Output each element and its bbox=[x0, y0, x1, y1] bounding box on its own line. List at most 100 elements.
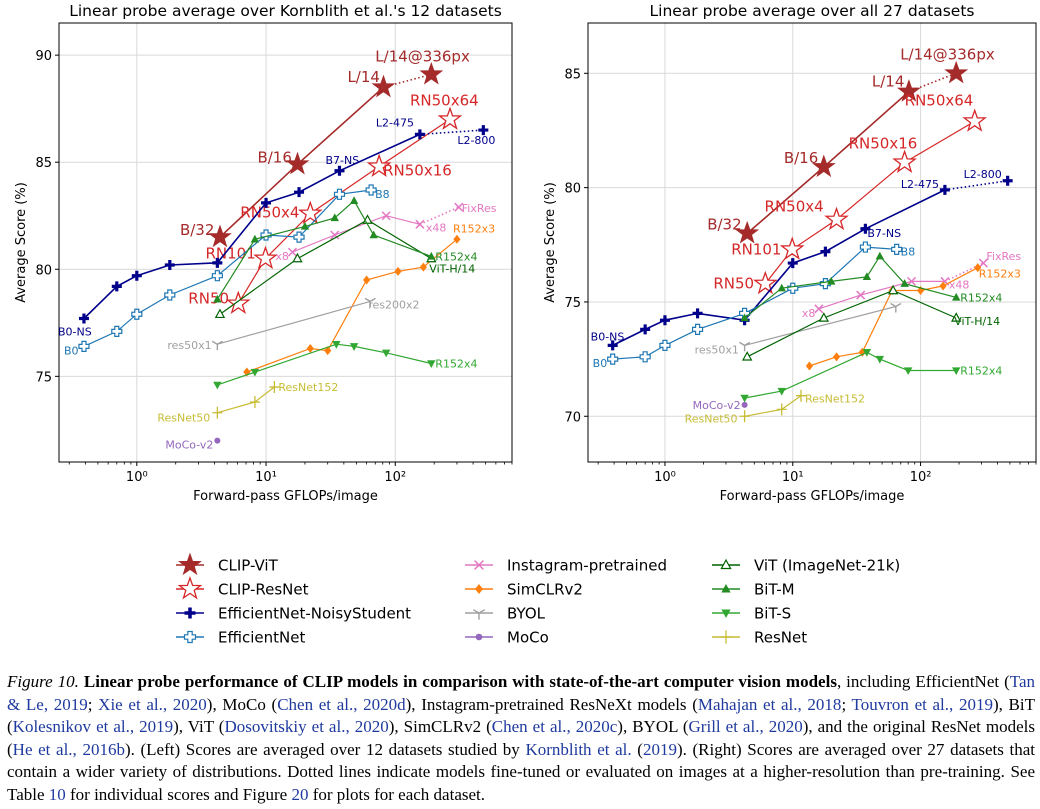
caption-citation[interactable]: 20 bbox=[291, 784, 309, 804]
caption-citation[interactable]: 2019 bbox=[642, 739, 677, 759]
marker-plus-open bbox=[293, 231, 305, 243]
legend-label: BiT-M bbox=[754, 581, 795, 599]
caption-citation[interactable]: Kornblith et al. bbox=[525, 739, 632, 759]
caption-text: ; bbox=[841, 694, 852, 714]
marker-tri bbox=[472, 609, 486, 620]
marker-x bbox=[474, 560, 484, 570]
legend-item-moco: MoCo bbox=[465, 629, 549, 647]
figure-canvas: 75 80 85 90 10⁰ 10¹ 10² Linear probe average ov… bbox=[14, 2, 1037, 647]
marker-tri-down bbox=[740, 394, 749, 403]
legend-label: EfficientNet-NoisyStudent bbox=[218, 605, 411, 623]
legend-label: EfficientNet bbox=[218, 629, 305, 647]
series-moco: MoCo-v2 bbox=[165, 437, 221, 452]
y-tick-label: 85 bbox=[564, 67, 581, 82]
marker-star-open bbox=[225, 290, 251, 315]
marker-vline bbox=[776, 403, 787, 416]
marker-diamond bbox=[324, 346, 332, 356]
x-tick-label: 10⁰ bbox=[654, 470, 676, 485]
marker-star-open bbox=[297, 200, 323, 225]
caption-citation[interactable]: Dosovitskiy et al., 2020 bbox=[224, 717, 389, 736]
caption-citation[interactable]: He et al., 2016b bbox=[12, 739, 125, 759]
data-label: RN50x16 bbox=[383, 161, 452, 179]
data-label: B0 bbox=[64, 344, 79, 357]
caption-text: ; bbox=[87, 694, 99, 714]
caption-citation[interactable]: Chen et al., 2020d bbox=[277, 694, 406, 714]
marker-plus bbox=[164, 259, 175, 270]
marker-diamond bbox=[453, 234, 461, 244]
chart-panel-left: 75 80 85 90 10⁰ 10¹ 10² Linear probe average ov… bbox=[14, 2, 513, 504]
marker-tri-down bbox=[875, 355, 885, 364]
caption-citation[interactable]: Touvron et al., 2019 bbox=[851, 694, 993, 714]
marker-x bbox=[978, 258, 988, 268]
data-label: RN50x4 bbox=[765, 198, 824, 216]
marker-vline bbox=[269, 381, 280, 394]
marker-star bbox=[811, 154, 836, 178]
legend-item-bitm: BiT-M bbox=[712, 581, 795, 599]
x-axis-label: Forward-pass GFLOPs/image bbox=[720, 489, 905, 504]
caption-text: ), SimCLRv2 ( bbox=[388, 717, 492, 736]
marker-tri-up bbox=[740, 313, 749, 322]
marker-plus bbox=[261, 197, 272, 208]
marker-tri-up bbox=[300, 221, 310, 230]
marker-star-open bbox=[962, 108, 987, 132]
marker-plus-open bbox=[607, 353, 619, 365]
data-label: FixRes bbox=[986, 250, 1021, 263]
marker-plus-open bbox=[183, 630, 197, 644]
legend-item-byol: BYOL bbox=[465, 605, 546, 623]
plot-frame bbox=[58, 22, 513, 463]
marker-star-open bbox=[177, 576, 203, 600]
marker-tri-up bbox=[349, 196, 359, 204]
series-byol: res50x1 bbox=[695, 302, 902, 356]
marker-x bbox=[415, 219, 425, 229]
series-effnet_ns: B0-NS B7-NS L2-475 L2-800 bbox=[591, 168, 1013, 351]
marker-circle bbox=[475, 633, 483, 641]
marker-tri-down bbox=[903, 367, 913, 376]
series-dotted-line bbox=[944, 179, 1008, 191]
data-label: ResNet50 bbox=[157, 412, 210, 425]
marker-tri-up-open bbox=[887, 284, 899, 295]
data-label: RN101 bbox=[731, 240, 781, 258]
series-dotted-line bbox=[419, 206, 460, 226]
data-label: FixRes bbox=[462, 202, 497, 215]
marker-tri bbox=[211, 340, 223, 351]
data-label: res50x1 bbox=[695, 343, 739, 356]
caption-citation[interactable]: Mahajan et al., 2018 bbox=[697, 694, 842, 714]
series-moco: MoCo-v2 bbox=[693, 399, 748, 412]
marker-plus bbox=[184, 607, 196, 619]
legend-item-resnet: ResNet bbox=[712, 629, 807, 647]
caption-citation[interactable]: Chen et al., 2020c bbox=[491, 717, 618, 736]
x-tick-label: 10¹ bbox=[782, 470, 804, 485]
marker-plus bbox=[334, 165, 345, 176]
x-tick-label: 10¹ bbox=[255, 470, 277, 485]
series-byol: res50x1 res200x2 bbox=[167, 297, 420, 352]
caption-text: ). (Left) Scores are averaged over 12 da… bbox=[124, 739, 526, 759]
caption-citation[interactable]: Tan & Le, 2019 bbox=[7, 672, 1035, 714]
marker-tri-up bbox=[900, 279, 909, 287]
legend-label: BiT-S bbox=[754, 605, 791, 623]
marker-x bbox=[287, 247, 297, 257]
data-label: RN50 bbox=[188, 290, 229, 308]
marker-plus-open bbox=[365, 184, 377, 196]
caption-citation[interactable]: Grill et al., 2020 bbox=[688, 717, 803, 736]
legend-label: CLIP-ResNet bbox=[218, 581, 309, 599]
caption-citation[interactable]: 10 bbox=[48, 784, 66, 804]
caption-label: Figure 10. bbox=[7, 672, 79, 691]
marker-star-open bbox=[753, 270, 778, 295]
caption-text: for individual scores and Figure bbox=[65, 784, 292, 804]
legend-label: BYOL bbox=[507, 605, 546, 623]
marker-tri-down bbox=[721, 609, 731, 618]
marker-star bbox=[178, 552, 202, 576]
caption-citation[interactable]: Kolesnikov et al., 2019 bbox=[12, 717, 174, 736]
data-label: x8 bbox=[802, 307, 816, 320]
legend-label: Instagram-pretrained bbox=[507, 557, 667, 575]
caption-citation[interactable]: Xie et al., 2020 bbox=[98, 694, 207, 714]
caption-text: ). (Right) Scores are averaged over 27 d… bbox=[7, 739, 1036, 804]
series-resnet: ResNet50 ResNet152 bbox=[685, 389, 865, 425]
marker-plus-open bbox=[659, 339, 671, 351]
marker-tri-up-open bbox=[741, 351, 753, 361]
marker-plus bbox=[860, 223, 871, 234]
marker-tri-down bbox=[332, 341, 341, 349]
marker-tri-up-open bbox=[950, 312, 962, 322]
marker-vline bbox=[720, 630, 732, 644]
marker-tri-up bbox=[369, 230, 378, 239]
